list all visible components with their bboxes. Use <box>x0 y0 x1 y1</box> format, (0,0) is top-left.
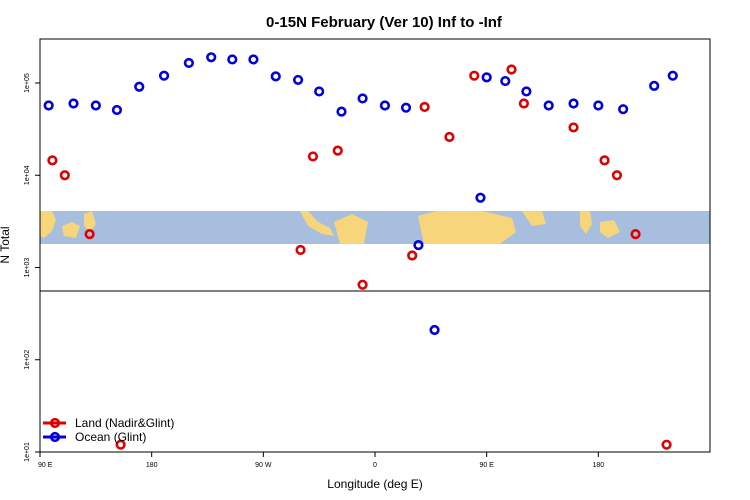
x-tick-label: 0 <box>373 462 377 469</box>
x-tick-label: 180 <box>146 462 158 469</box>
land-se-asia <box>580 211 592 234</box>
land-central-america <box>300 211 334 236</box>
ocean-point <box>90 100 101 111</box>
land-point <box>115 439 126 450</box>
ocean-point <box>227 54 238 65</box>
land-point <box>295 244 306 256</box>
plot-frame <box>39 38 711 453</box>
y-axis: 1e+01 1e+02 1e+03 1e+04 1e+05 <box>24 73 40 462</box>
ocean-point <box>593 100 604 111</box>
legend-label-ocean: Ocean (Glint) <box>75 430 146 444</box>
x-tick-label: 180 <box>592 462 604 469</box>
y-axis-label: N Total <box>0 226 12 263</box>
land-africa <box>418 211 516 244</box>
ocean-point <box>134 81 145 92</box>
ocean-point <box>183 57 194 69</box>
ocean-point <box>43 100 54 111</box>
legend: Land (Nadir&Glint) Ocean (Glint) <box>43 416 174 444</box>
land-point <box>444 131 455 143</box>
land-point <box>419 101 430 113</box>
land-arabia-india <box>522 211 546 226</box>
y-tick-label: 1e+05 <box>24 73 31 93</box>
land-point <box>47 155 58 166</box>
ocean-point <box>400 102 412 113</box>
land-borneo <box>62 222 80 238</box>
ocean-point <box>270 71 281 82</box>
land-newguinea <box>84 211 96 232</box>
chart-title: 0-15N February (Ver 10) Inf to -Inf <box>266 14 503 31</box>
ocean-point <box>206 52 217 63</box>
ocean-point <box>618 104 629 115</box>
ocean-point <box>111 104 123 116</box>
ocean-point <box>475 192 486 203</box>
land-point <box>518 98 529 109</box>
land-asia <box>40 211 56 238</box>
land-point <box>332 145 343 156</box>
land-point <box>357 279 368 290</box>
x-axis-label: Longitude (deg E) <box>327 477 422 491</box>
x-tick-label: 90 W <box>255 462 272 469</box>
ocean-point <box>68 98 79 109</box>
ocean-point <box>336 106 347 117</box>
ocean-point <box>543 100 554 111</box>
land-point <box>407 250 418 261</box>
land-point <box>599 155 610 166</box>
ocean-band <box>40 211 710 244</box>
y-tick-label: 1e+03 <box>24 258 31 278</box>
x-axis: 90 E 180 90 W 0 90 E 180 <box>38 452 604 469</box>
land-point <box>84 229 95 240</box>
ocean-point <box>521 86 532 97</box>
ocean-point <box>500 75 511 87</box>
ocean-point <box>649 80 660 92</box>
land-point <box>661 439 672 450</box>
land-point <box>506 64 517 75</box>
ocean-point <box>568 98 579 109</box>
x-tick-label: 90 E <box>479 462 494 469</box>
legend-marker-land <box>49 417 61 429</box>
land-point <box>630 229 641 240</box>
ocean-point <box>158 70 170 81</box>
y-tick-label: 1e+04 <box>24 165 31 185</box>
ocean-point <box>481 72 492 83</box>
ocean-point <box>314 86 325 97</box>
land-point <box>307 151 319 162</box>
ocean-point <box>379 100 391 111</box>
ocean-point <box>292 74 304 86</box>
x-tick-label: 90 E <box>38 462 53 469</box>
land-point <box>469 70 480 81</box>
land-indonesia <box>600 220 620 238</box>
land-south-america <box>334 214 368 244</box>
land-point <box>59 170 70 181</box>
ocean-point <box>248 54 259 65</box>
ocean-point <box>413 239 424 251</box>
ocean-point <box>357 93 368 104</box>
map-strip <box>40 211 710 244</box>
y-tick-label: 1e+02 <box>24 350 31 370</box>
legend-label-land: Land (Nadir&Glint) <box>75 416 174 430</box>
y-tick-label: 1e+01 <box>24 442 31 462</box>
land-point <box>568 122 579 133</box>
legend-marker-ocean <box>49 431 61 443</box>
ocean-point <box>429 324 440 336</box>
data-points <box>43 52 678 450</box>
land-point <box>611 170 623 181</box>
ocean-point <box>667 70 678 81</box>
